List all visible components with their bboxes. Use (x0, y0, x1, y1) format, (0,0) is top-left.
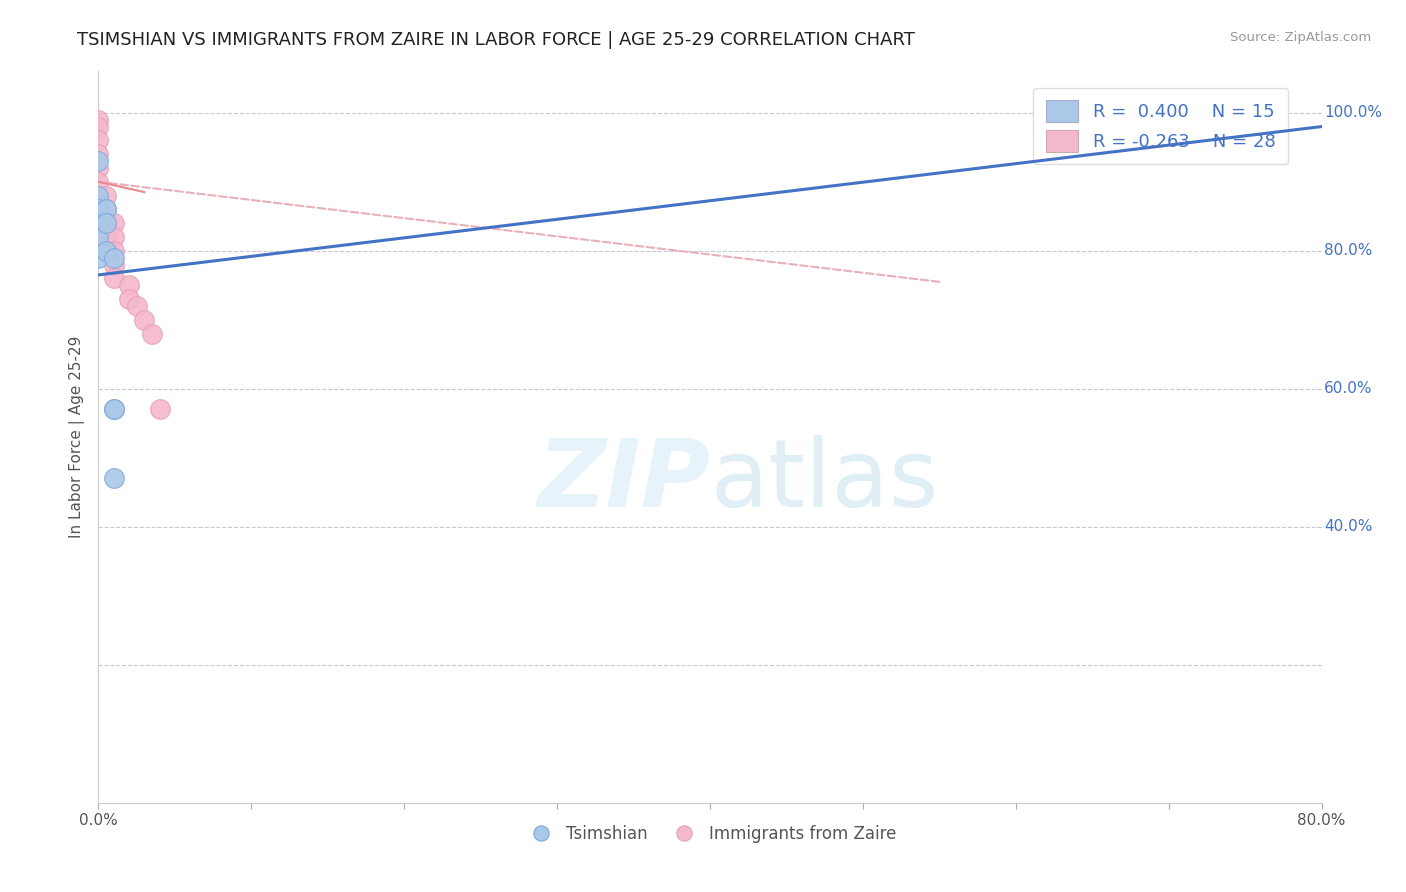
Text: 100.0%: 100.0% (1324, 105, 1382, 120)
Point (87, 202, 110, 217)
Point (141, 326, 163, 341)
Text: atlas: atlas (710, 435, 938, 527)
Point (118, 292, 141, 306)
Point (103, 471, 125, 485)
Point (94, 244, 117, 258)
Point (103, 402, 125, 417)
Point (87, 230, 110, 244)
Text: 60.0%: 60.0% (1324, 381, 1372, 396)
Point (87, 147, 110, 161)
Point (103, 258, 125, 272)
Y-axis label: In Labor Force | Age 25-29: In Labor Force | Age 25-29 (69, 336, 84, 538)
Point (103, 216, 125, 230)
Point (87, 216, 110, 230)
Point (1241, 123, 1264, 137)
Point (103, 402, 125, 417)
Point (87, 175, 110, 189)
Point (103, 251, 125, 265)
Point (118, 278, 141, 293)
Point (134, 312, 156, 326)
Point (87, 223, 110, 237)
Point (125, 299, 148, 313)
Point (94, 188, 117, 202)
Point (1234, 127, 1257, 141)
Point (103, 230, 125, 244)
Text: 80.0%: 80.0% (1324, 244, 1372, 259)
Point (103, 244, 125, 258)
Point (149, 402, 172, 417)
Point (87, 154, 110, 169)
Point (87, 188, 110, 202)
Point (94, 216, 117, 230)
Text: Source: ZipAtlas.com: Source: ZipAtlas.com (1230, 31, 1371, 45)
Point (87, 236, 110, 251)
Point (87, 188, 110, 202)
Point (94, 230, 117, 244)
Point (87, 133, 110, 147)
Point (94, 216, 117, 230)
Legend: Tsimshian, Immigrants from Zaire: Tsimshian, Immigrants from Zaire (517, 818, 903, 849)
Point (94, 202, 117, 217)
Point (87, 202, 110, 217)
Point (94, 244, 117, 258)
Text: TSIMSHIAN VS IMMIGRANTS FROM ZAIRE IN LABOR FORCE | AGE 25-29 CORRELATION CHART: TSIMSHIAN VS IMMIGRANTS FROM ZAIRE IN LA… (77, 31, 915, 49)
Point (87, 112, 110, 127)
Point (87, 230, 110, 244)
Point (87, 120, 110, 134)
Text: 40.0%: 40.0% (1324, 519, 1372, 534)
Point (94, 202, 117, 217)
Point (103, 271, 125, 285)
Point (87, 161, 110, 175)
Point (87, 216, 110, 230)
Point (87, 251, 110, 265)
Text: ZIP: ZIP (537, 435, 710, 527)
